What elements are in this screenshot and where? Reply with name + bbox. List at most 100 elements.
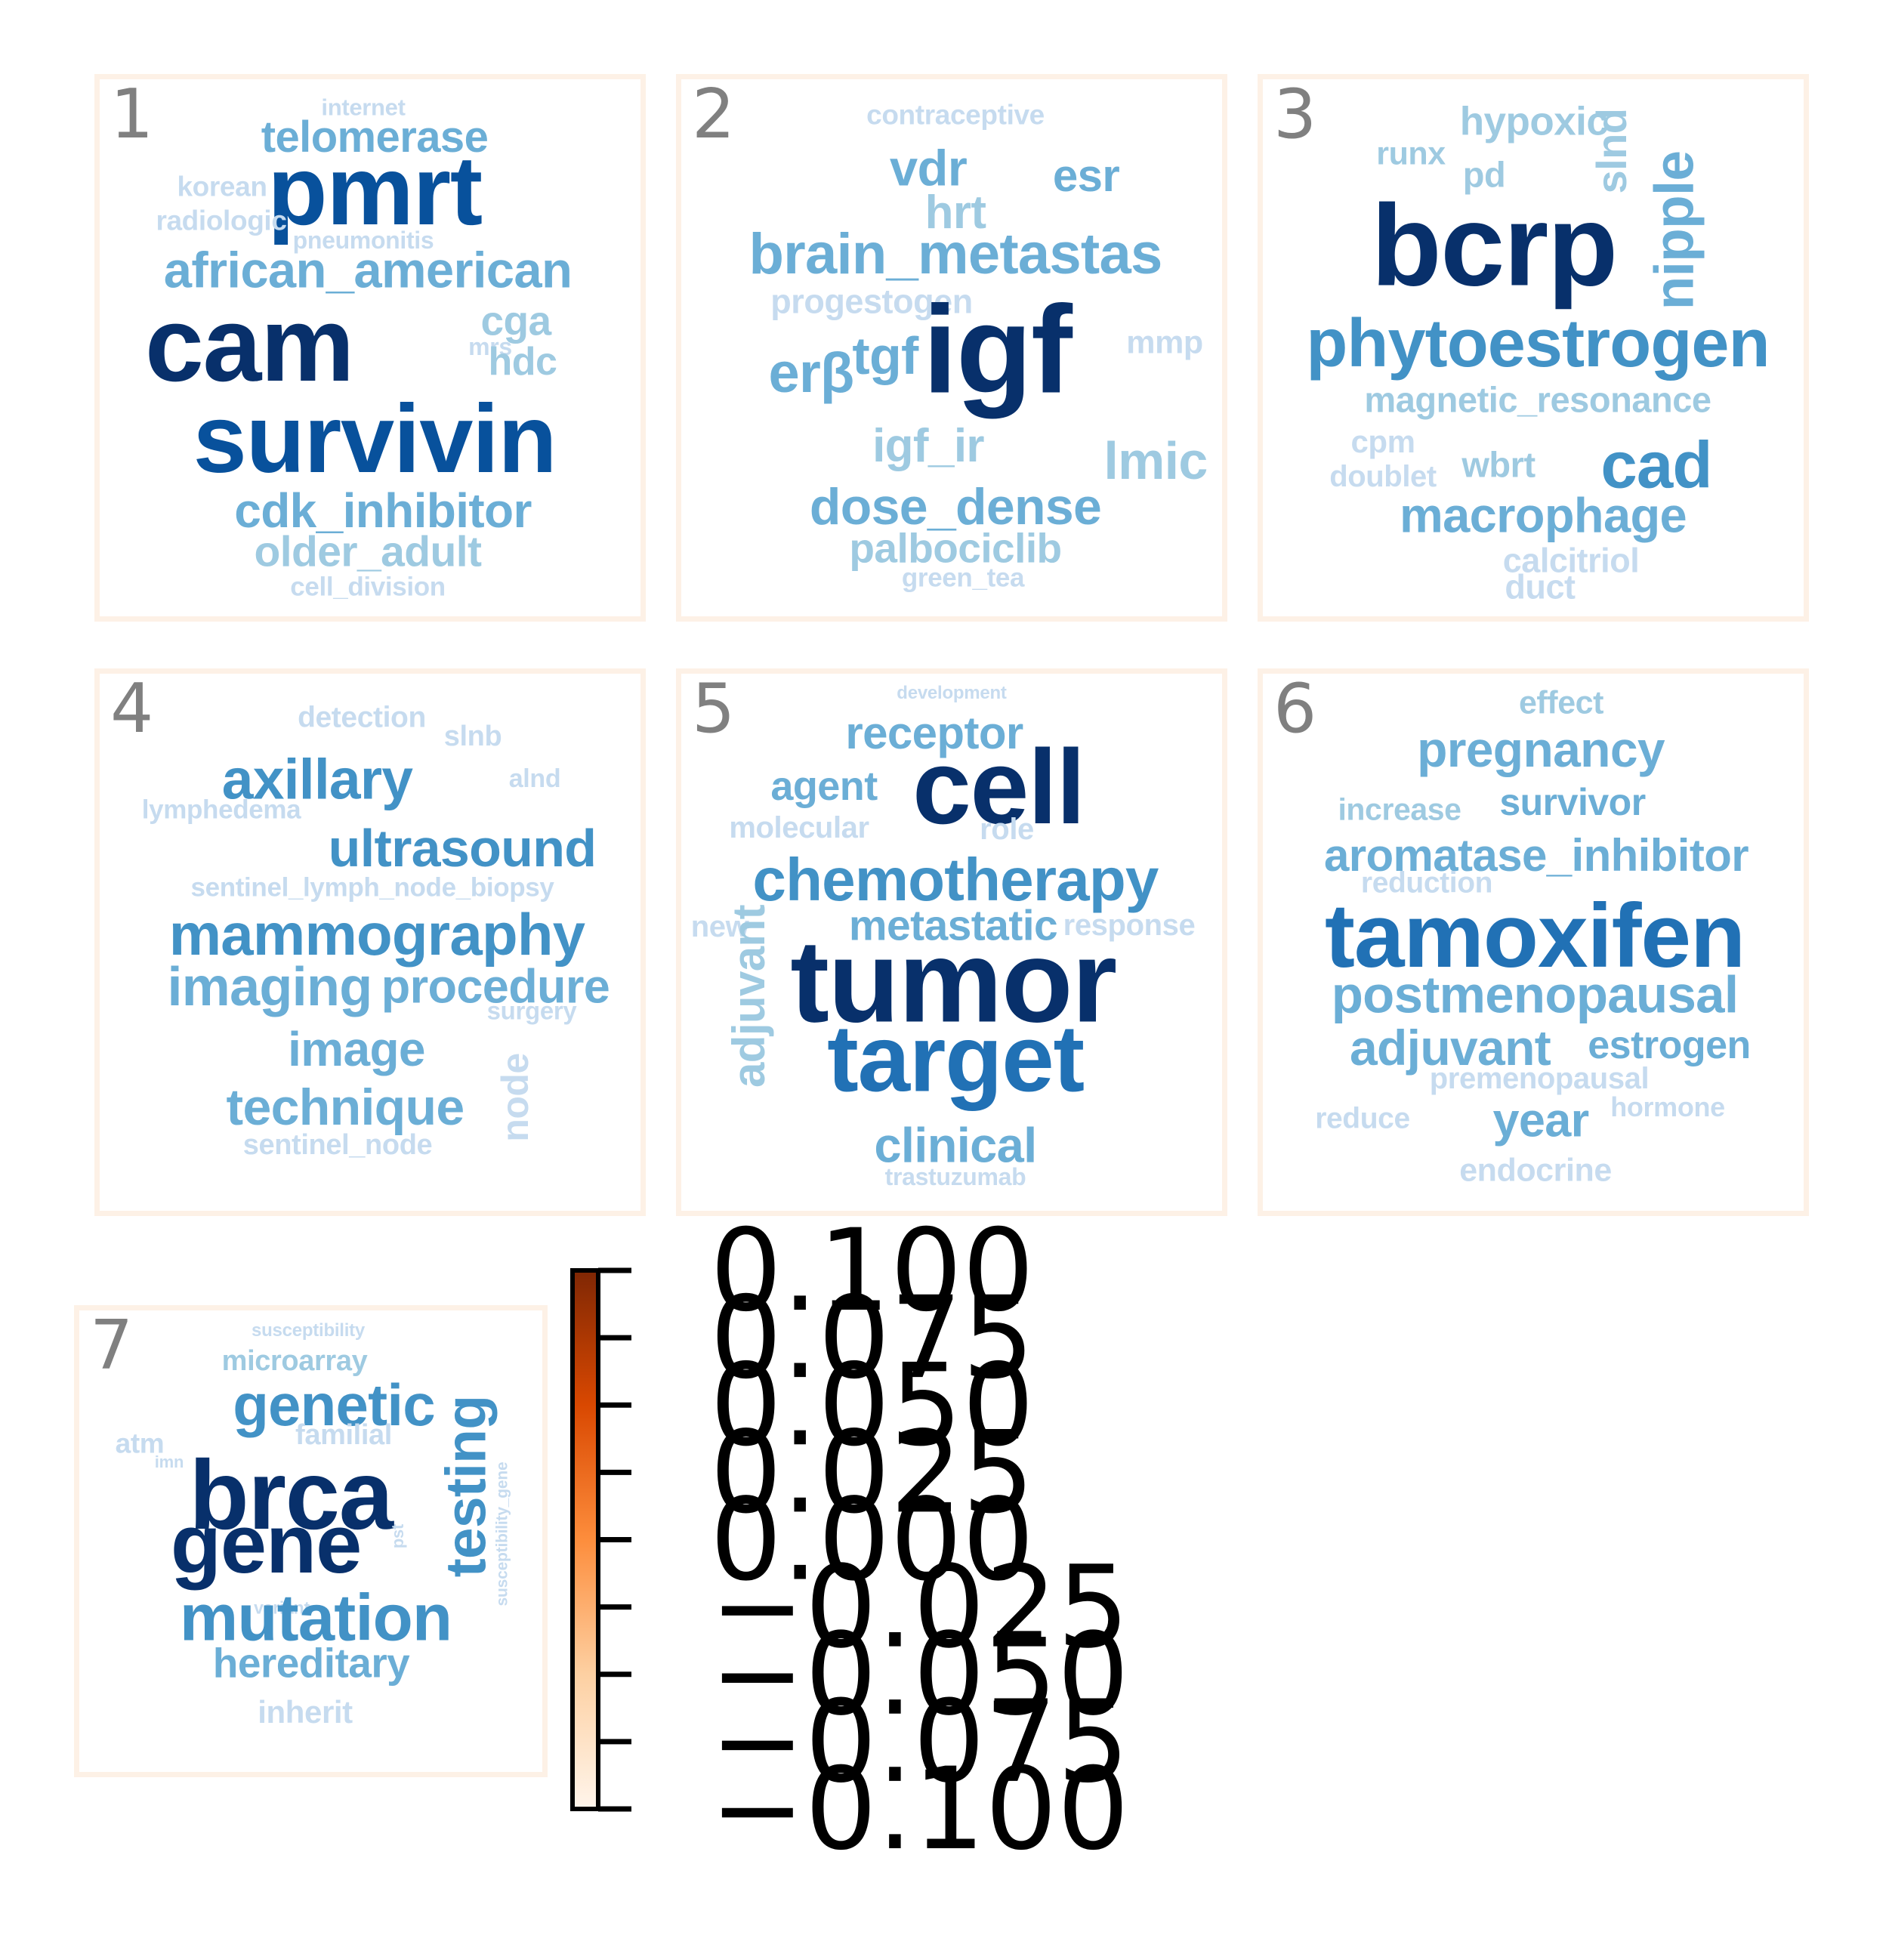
word: slnb	[443, 721, 502, 752]
colorbar-tick-label: 0.025	[710, 1407, 1034, 1539]
word: detection	[298, 701, 426, 734]
wordcloud-panel-7: 7 susceptibility microarray genetic atm famil…	[74, 1305, 548, 1777]
word: bcrp	[1371, 181, 1618, 310]
word: mmp	[1126, 324, 1203, 361]
word: survivin	[193, 385, 557, 493]
word: cam	[144, 285, 354, 403]
word: chemotherapy	[752, 846, 1159, 913]
word: genetic	[233, 1372, 435, 1438]
word: mutation	[179, 1581, 452, 1655]
word: ultrasound	[328, 819, 597, 878]
word: mammography	[168, 901, 585, 968]
word: duct	[1505, 567, 1576, 607]
wordcloud-panel-4: 4 detection slnb axillary alnd lymphedema ultr…	[94, 668, 646, 1216]
word: african_american	[163, 242, 573, 299]
word: postmenopausal	[1331, 965, 1739, 1024]
word: runx	[1376, 135, 1446, 172]
word: estrogen	[1588, 1023, 1751, 1067]
word: adjuvant	[1349, 1020, 1551, 1076]
word: cell	[912, 727, 1085, 846]
word: calcitriol	[1502, 541, 1640, 580]
word: cell_division	[290, 572, 446, 602]
word: esr	[1052, 150, 1120, 201]
word: hypoxic	[1459, 99, 1609, 144]
word: reduction	[1360, 866, 1493, 900]
word: mrs	[468, 333, 512, 360]
word: axillary	[221, 747, 413, 811]
word: gene	[170, 1498, 362, 1591]
word: internet	[321, 94, 406, 121]
panel-number: 1	[110, 75, 154, 154]
wordcloud-panel-1: 1 internet telomerase korean pmrt radiologic p…	[94, 74, 646, 622]
colorbar-tick-label: 0.100	[710, 1205, 1034, 1337]
word: role	[980, 813, 1034, 846]
word: lymphedema	[141, 795, 301, 825]
word: effect	[1518, 684, 1604, 721]
word: clinical	[874, 1117, 1037, 1173]
word: technique	[226, 1079, 465, 1136]
word: image	[288, 1022, 425, 1076]
word: premenopausal	[1429, 1062, 1650, 1095]
colorbar-tick-label: −0.075	[710, 1677, 1129, 1808]
wordcloud-panel-3: 3 hypoxic runx pd slnd bcrp nipple phytoestroge…	[1258, 74, 1809, 622]
word: phytoestrogen	[1306, 306, 1770, 381]
word: molecular	[729, 811, 869, 844]
word: increase	[1338, 792, 1461, 827]
word: tgf	[852, 326, 918, 385]
panel-number: 3	[1273, 75, 1317, 154]
colorbar-tick-label: 0.075	[710, 1273, 1034, 1404]
word: trastuzumab	[884, 1163, 1026, 1190]
word: igf	[922, 279, 1073, 419]
word: atm	[115, 1428, 165, 1459]
word: susceptibility	[251, 1320, 366, 1341]
panel-number: 7	[90, 1306, 134, 1385]
colorbar-tick-label: 0.000	[710, 1475, 1034, 1607]
word: endocrine	[1459, 1152, 1612, 1189]
word: lmic	[1103, 431, 1208, 490]
colorbar-tick-label: 0.050	[710, 1340, 1034, 1471]
word: radiologic	[156, 205, 287, 236]
word: inherit	[258, 1694, 353, 1730]
word: brca	[189, 1440, 394, 1550]
word: tumor	[790, 915, 1117, 1047]
word: metastatic	[848, 901, 1058, 950]
word: hormone	[1610, 1091, 1725, 1122]
word: pregnancy	[1417, 721, 1665, 777]
word: sentinel_lymph_node_biopsy	[190, 872, 554, 903]
panel-number: 5	[692, 669, 736, 749]
word: hereditary	[212, 1639, 410, 1687]
word: magnetic_resonance	[1364, 379, 1711, 420]
wordcloud-panel-6: 6 effect pregnancy increase survivor aromatas…	[1258, 668, 1809, 1216]
word: target	[827, 1006, 1085, 1112]
word: development	[897, 683, 1007, 703]
word: familial	[295, 1419, 392, 1451]
word: pneumonitis	[292, 227, 434, 254]
panel-number: 2	[692, 75, 736, 154]
word: imn	[154, 1452, 184, 1471]
colorbar-tick-label: −0.025	[710, 1542, 1129, 1674]
word: cga	[480, 297, 551, 344]
word: tamoxifen	[1325, 885, 1745, 986]
word: dose_dense	[809, 478, 1102, 536]
word: aromatase_inhibitor	[1323, 830, 1749, 881]
panel-number: 6	[1273, 669, 1317, 749]
wordcloud-panel-5: 5 development receptor agent cell molecular ro…	[676, 668, 1227, 1216]
word: imaging	[167, 957, 373, 1017]
wordcloud-panel-2: 2 contraceptive vdr esr hrt brain_metastas pro…	[676, 74, 1227, 622]
word: alnd	[508, 764, 561, 793]
colorbar-tick-label: −0.100	[710, 1744, 1129, 1875]
word: reduce	[1315, 1102, 1410, 1135]
word: receptor	[845, 708, 1023, 758]
word: older_adult	[254, 527, 483, 576]
colorbar-tick-label: −0.050	[710, 1610, 1129, 1741]
word: telomerase	[261, 113, 489, 162]
word: erβ	[768, 341, 855, 404]
word: sentinel_node	[242, 1129, 433, 1161]
word: microarray	[221, 1345, 368, 1377]
word: progestogen	[770, 282, 973, 321]
word: hrt	[924, 187, 986, 239]
word: pd	[1462, 154, 1506, 195]
word: cad	[1600, 428, 1712, 502]
word: pmrt	[267, 135, 483, 245]
word: response	[1063, 909, 1196, 942]
